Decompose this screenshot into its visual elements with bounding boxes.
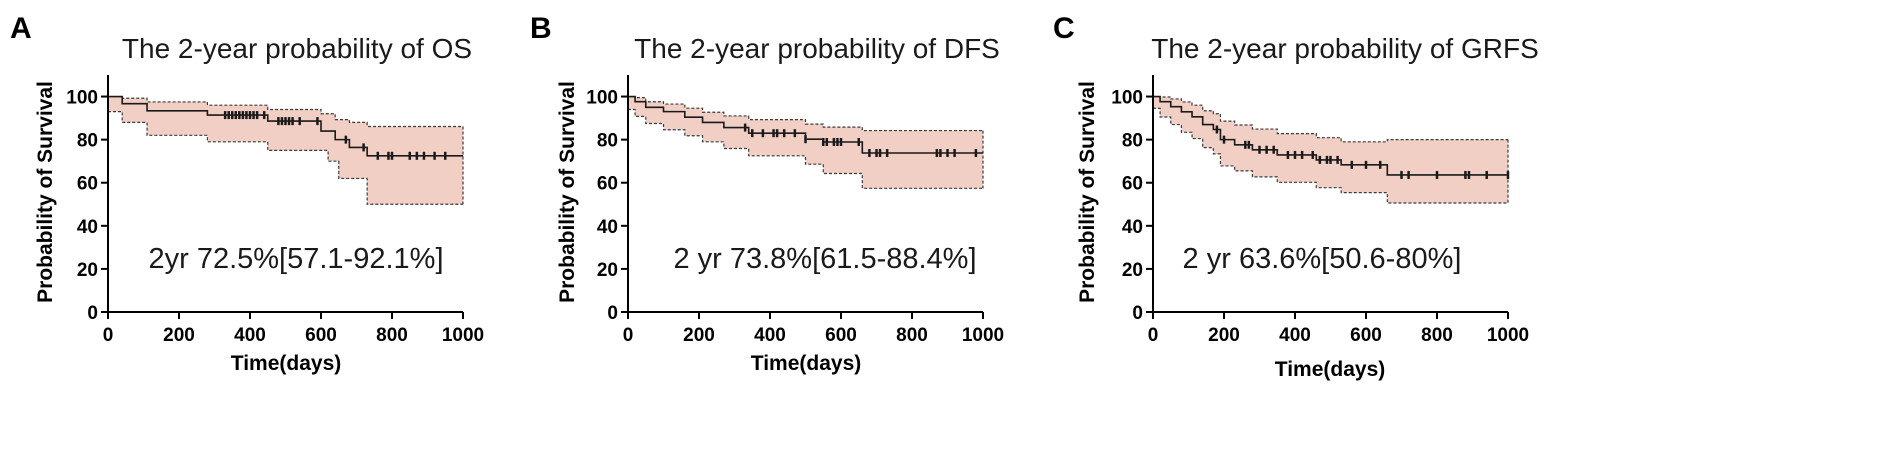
y-tick-label: 80 [77, 131, 98, 152]
ci-upper-line [108, 95, 463, 128]
x-tick-label: 1000 [1487, 325, 1529, 346]
y-tick-label: 20 [597, 260, 618, 281]
panel-label: C [1053, 12, 1075, 45]
x-axis-label: Time(days) [1275, 358, 1386, 381]
ci-lower-line [108, 111, 463, 205]
y-tick-label: 40 [597, 217, 618, 238]
x-tick-label: 1000 [442, 325, 484, 346]
ci-upper-line [628, 95, 983, 132]
y-tick-label: 0 [1132, 303, 1143, 324]
x-tick-label: 600 [825, 325, 857, 346]
x-axis-label: Time(days) [231, 352, 342, 375]
two-year-estimate: 2 yr 63.6%[50.6-80%] [1183, 243, 1462, 275]
x-tick-label: 400 [754, 325, 786, 346]
x-tick-label: 200 [683, 325, 715, 346]
survival-line [1153, 95, 1508, 176]
y-axis-label: Probability of Survival [34, 81, 57, 303]
ci-upper-line [1153, 95, 1508, 143]
chart-title: The 2-year probability of DFS [634, 33, 1000, 64]
y-tick-label: 40 [77, 217, 98, 238]
two-year-estimate: 2yr 72.5%[57.1-92.1%] [148, 243, 443, 275]
panel-c: C The 2-year probability of GRFS 0 20 40 60 80… [1053, 12, 1539, 381]
x-tick-label: 200 [1208, 325, 1240, 346]
x-tick-label: 400 [1279, 325, 1311, 346]
two-year-estimate: 2 yr 73.8%[61.5-88.4%] [673, 243, 976, 275]
y-tick-label: 80 [597, 131, 618, 152]
x-tick-label: 1000 [962, 325, 1004, 346]
x-tick-label: 400 [234, 325, 266, 346]
x-axis-label: Time(days) [751, 352, 862, 375]
panel-b: B The 2-year probability of DFS 0 20 40 60 80 1… [530, 12, 1004, 375]
chart-title: The 2-year probability of OS [122, 33, 472, 64]
x-tick-label: 800 [376, 325, 408, 346]
ci-lower-line [628, 108, 983, 189]
chart-title: The 2-year probability of GRFS [1151, 33, 1539, 64]
x-tick-label: 0 [103, 325, 114, 346]
y-tick-label: 0 [87, 303, 98, 324]
y-tick-label: 100 [66, 88, 98, 109]
y-axis-label: Probability of Survival [556, 81, 579, 303]
panel-label: B [530, 12, 552, 45]
y-tick-label: 20 [77, 260, 98, 281]
y-tick-label: 60 [597, 174, 618, 195]
x-tick-label: 600 [1350, 325, 1382, 346]
y-tick-label: 80 [1122, 131, 1143, 152]
y-tick-label: 60 [1122, 174, 1143, 195]
panel-a: A The 2-year probability of OS 0 20 40 60 80 10… [10, 12, 484, 375]
y-tick-label: 100 [586, 88, 618, 109]
x-tick-label: 800 [1421, 325, 1453, 346]
panel-label: A [10, 12, 32, 45]
y-tick-label: 20 [1122, 260, 1143, 281]
y-axis-label: Probability of Survival [1076, 81, 1099, 303]
x-tick-label: 200 [163, 325, 195, 346]
x-tick-label: 0 [1148, 325, 1159, 346]
x-tick-label: 0 [623, 325, 634, 346]
y-tick-label: 40 [1122, 217, 1143, 238]
survival-line [108, 95, 463, 157]
ci-lower-line [1153, 107, 1508, 204]
x-tick-label: 800 [896, 325, 928, 346]
y-tick-label: 0 [607, 303, 618, 324]
x-tick-label: 600 [305, 325, 337, 346]
ci-band [1153, 96, 1508, 203]
y-tick-label: 100 [1111, 88, 1143, 109]
y-tick-label: 60 [77, 174, 98, 195]
